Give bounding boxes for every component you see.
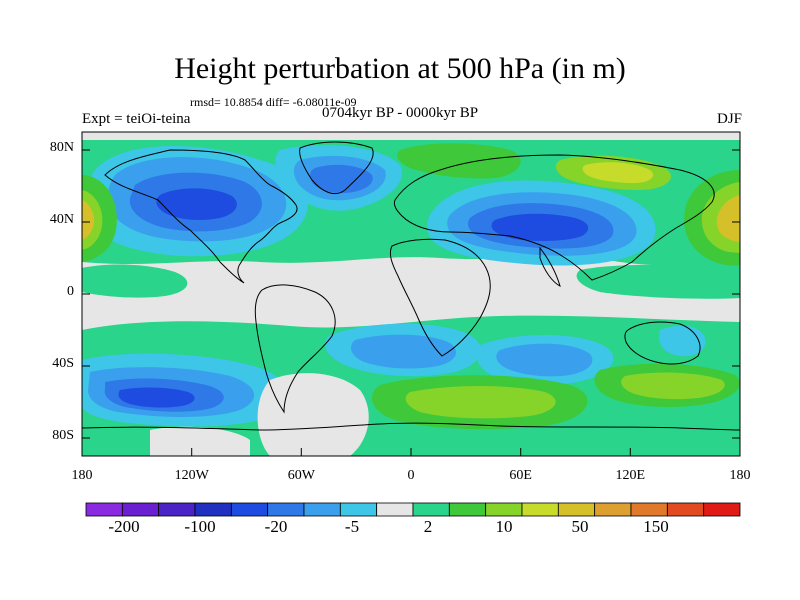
colorbar-label-minus200: -200 (108, 517, 140, 536)
colorbar-swatch (412, 502, 450, 517)
europe-ridge (397, 143, 521, 179)
nh-central-trough-core (310, 164, 373, 194)
colorbar-swatch (376, 502, 414, 517)
colorbar-label-50: 50 (571, 517, 589, 536)
asia-ridge-core (582, 162, 654, 183)
colorbar-swatch (521, 502, 559, 517)
x-axis-ticks (81, 448, 741, 456)
y-tick-40n: 40N (49, 212, 74, 227)
sh-neutral-patch-pacific (150, 426, 250, 456)
colorbar-swatch (85, 502, 123, 517)
tropical-positive-east (576, 264, 740, 299)
x-tick-180-right: 180 (729, 468, 751, 483)
y-tick-0: 0 (67, 284, 74, 299)
colorbar-swatch (158, 502, 196, 517)
sh-west-trough-min (118, 387, 195, 408)
colorbar-swatch (703, 502, 741, 517)
sh-ridge-central-inner (405, 386, 556, 419)
sh-ridge-east-inner (621, 372, 725, 400)
x-tick-120e: 120E (615, 468, 646, 483)
experiment-label: Expt = teiOi-teina (82, 111, 191, 127)
colorbar (85, 502, 741, 517)
season-label: DJF (716, 111, 742, 127)
colorbar-swatch (267, 502, 305, 517)
x-tick-180-left: 180 (71, 468, 93, 483)
colorbar-swatch (230, 502, 269, 517)
coast-north-america (104, 149, 298, 284)
colorbar-swatch (594, 502, 632, 517)
coastlines (82, 141, 740, 431)
y-axis-ticks (82, 149, 740, 439)
period-label: 0704kyr BP - 0000kyr BP (322, 105, 479, 121)
colorbar-swatch (557, 502, 596, 517)
colorbar-label-minus20: -20 (264, 517, 288, 536)
tropical-positive-west (82, 264, 188, 298)
nh-pacific-ridge-west-core (82, 200, 95, 240)
y-tick-80n: 80N (49, 140, 74, 155)
nh-pacific-ridge-east-core (716, 195, 740, 242)
colorbar-swatch (666, 502, 705, 517)
colorbar-swatch (485, 502, 523, 517)
field-layer (82, 132, 740, 456)
colorbar-label-2: 2 (423, 517, 433, 536)
colorbar-swatch (194, 502, 232, 517)
colorbar-swatch (303, 502, 341, 517)
stats-label: rmsd= 10.8854 diff= -6.08011e-09 (190, 95, 357, 109)
x-tick-0: 0 (407, 468, 415, 483)
colorbar-swatch (121, 502, 160, 517)
coast-india (539, 246, 561, 287)
coast-greenland (299, 141, 374, 195)
colorbar-swatch (339, 502, 378, 517)
indian-ocean-trough-inner (496, 343, 593, 377)
colorbar-label-minus5: -5 (344, 517, 360, 536)
eurasia-trough-min (491, 213, 589, 241)
colorbar-label-10: 10 (495, 517, 513, 536)
colorbar-swatch (630, 502, 668, 517)
coast-africa (389, 238, 491, 357)
colorbar-label-150: 150 (643, 517, 669, 536)
coast-eurasia (393, 154, 715, 281)
sh-neutral-patch-atlantic (257, 373, 369, 456)
plot-title: Height perturbation at 500 hPa (in m) (174, 52, 626, 85)
x-tick-60w: 60W (287, 468, 315, 483)
colorbar-swatch (448, 502, 487, 517)
x-tick-120w: 120W (174, 468, 209, 483)
nh-west-trough-min (156, 188, 237, 221)
x-tick-60e: 60E (509, 468, 532, 483)
y-tick-80s: 80S (52, 428, 74, 443)
y-tick-40s: 40S (52, 356, 74, 371)
coast-south-america (254, 284, 336, 414)
colorbar-label-minus100: -100 (184, 517, 216, 536)
coast-australia (624, 321, 701, 365)
south-atlantic-trough-inner (350, 334, 457, 369)
coast-antarctica (82, 422, 740, 431)
